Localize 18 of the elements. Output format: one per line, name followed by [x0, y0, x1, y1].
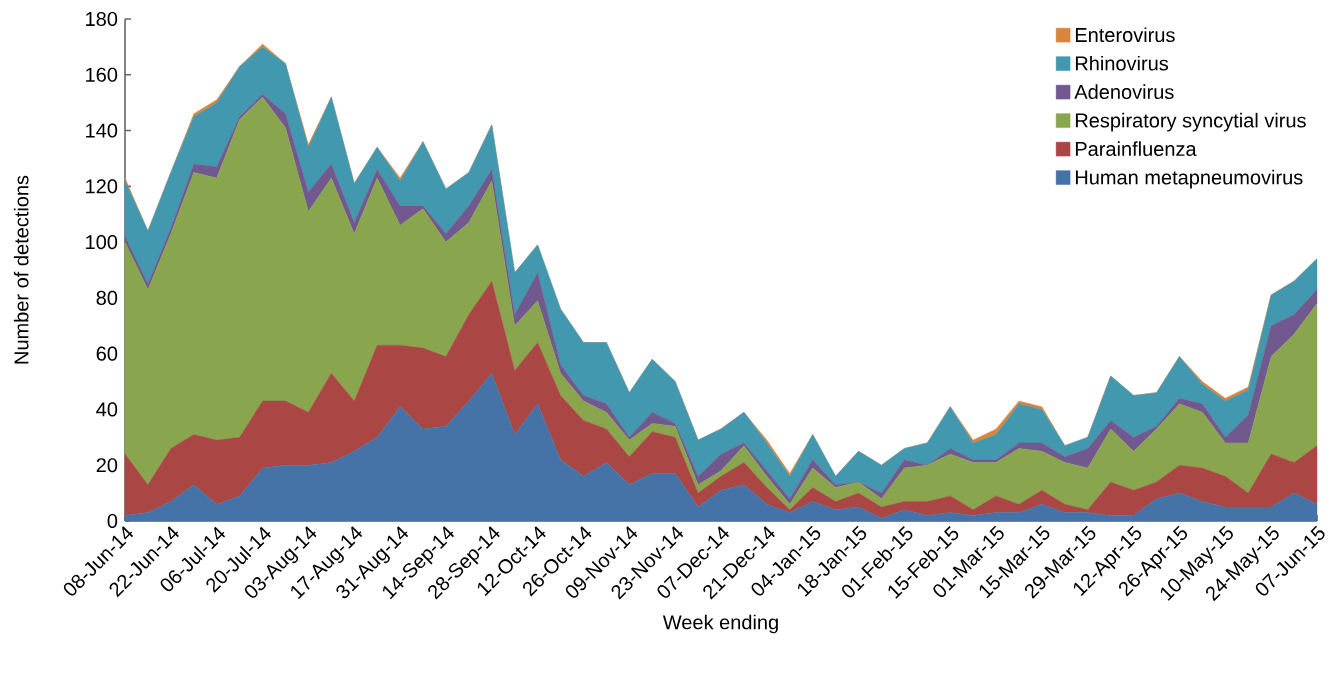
- legend-label: Human metapneumovirus: [1075, 169, 1303, 189]
- legend-label: Parainfluenza: [1075, 141, 1197, 157]
- legend-label: Rhinovirus: [1075, 55, 1169, 71]
- y-tick-label: 180: [86, 11, 118, 27]
- y-tick-label: 80: [96, 290, 118, 305]
- y-tick-label: 160: [86, 67, 118, 82]
- legend-label: Adenovirus: [1074, 84, 1174, 100]
- legend-label: Respiratory syncytial virus: [1075, 112, 1306, 132]
- x-axis-title: Week ending: [662, 614, 778, 634]
- y-tick-label: 0: [107, 513, 118, 529]
- legend-label: Enterovirus: [1075, 27, 1175, 43]
- y-tick-label: 40: [96, 402, 118, 417]
- y-axis-title: Number of detections: [13, 175, 29, 364]
- y-tick-label: 140: [86, 123, 118, 138]
- y-tick-label: 120: [86, 179, 118, 194]
- y-tick-label: 20: [96, 458, 118, 473]
- y-tick-label: 60: [96, 346, 118, 361]
- y-tick-label: 100: [86, 235, 118, 250]
